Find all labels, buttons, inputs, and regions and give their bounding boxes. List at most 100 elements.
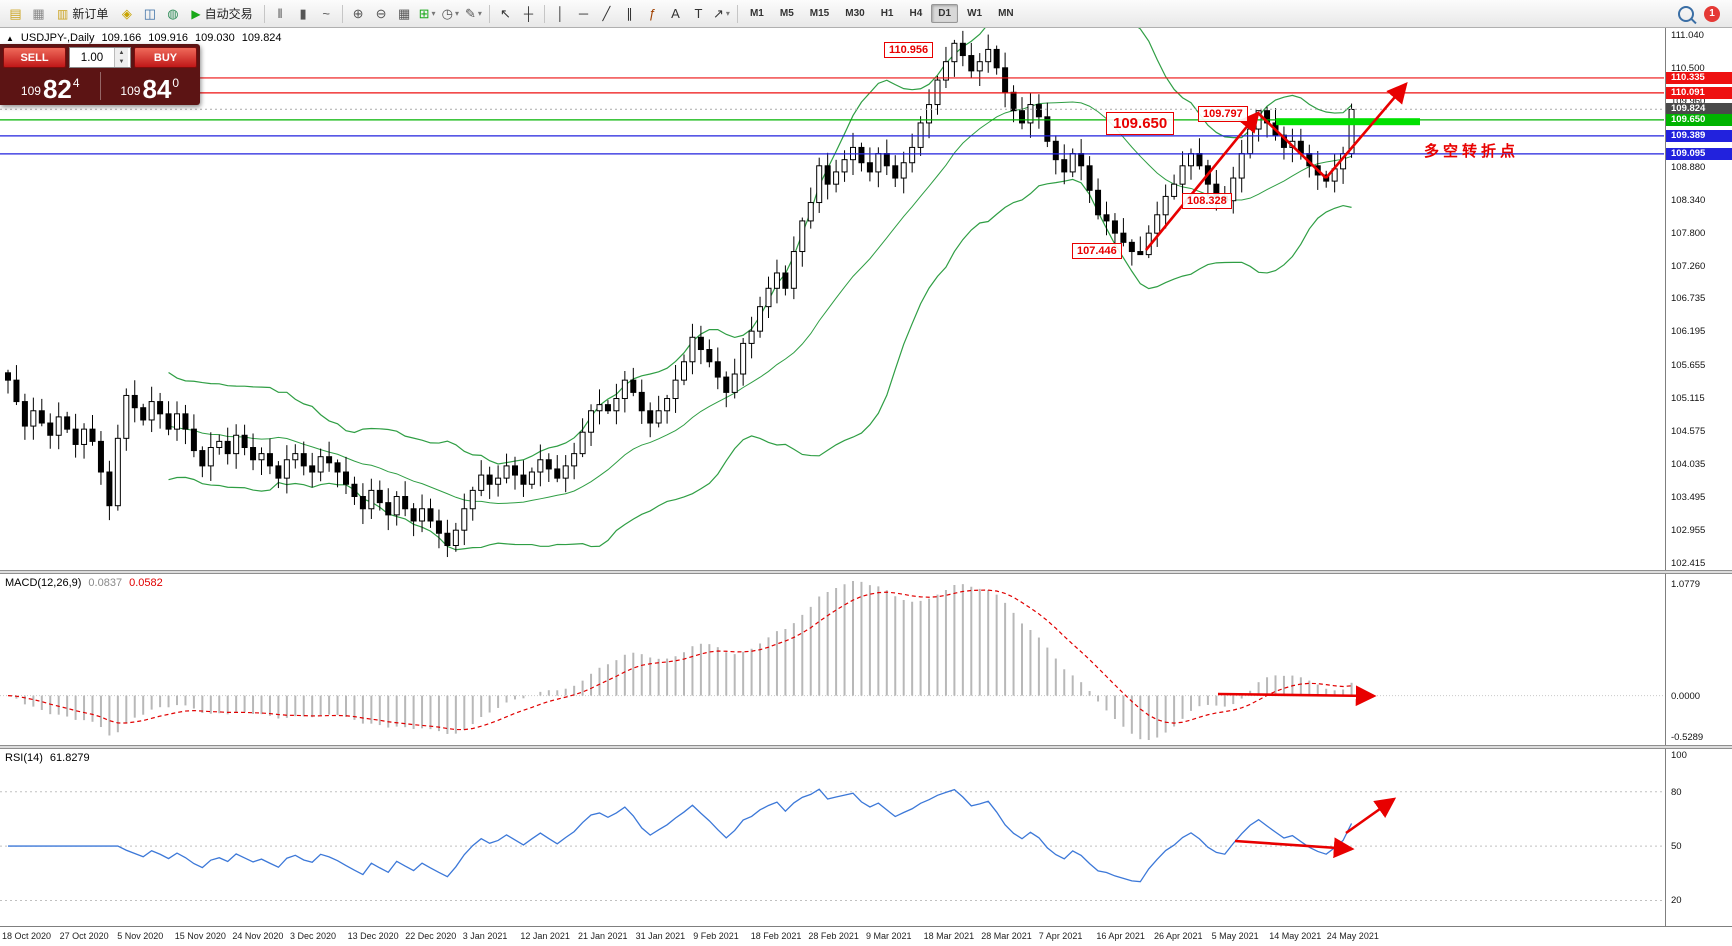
price-annotation-box[interactable]: 109.650 — [1106, 112, 1175, 135]
candle-chart-type-icon[interactable]: ▮ — [299, 5, 307, 21]
horizontal-lines — [0, 77, 1664, 155]
horizontal-line-icon[interactable]: ─ — [578, 6, 589, 21]
channel-icon[interactable]: ∥ — [626, 5, 633, 21]
time-label: 28 Mar 2021 — [981, 931, 1032, 941]
axis-label: 110.500 — [1671, 62, 1705, 74]
axis-label: 106.195 — [1671, 326, 1706, 338]
time-label: 28 Feb 2021 — [808, 931, 859, 941]
axis-label: 107.800 — [1671, 228, 1706, 240]
rsi-value: 61.8279 — [49, 752, 90, 764]
indicators-icon[interactable]: ⊞ ▾ — [418, 5, 436, 21]
price-annotation-box[interactable]: 107.446 — [1072, 243, 1122, 259]
cursor-icon[interactable]: ↖ — [500, 5, 511, 21]
price-annotation-box[interactable]: 110.956 — [884, 42, 934, 58]
trendline-icon[interactable]: ╱ — [602, 5, 611, 21]
ohlc-close: 109.824 — [241, 32, 282, 44]
ohlc-open: 109.166 — [101, 32, 142, 44]
auto-trading-button[interactable]: ▶ 自动交易 — [191, 6, 253, 22]
one-click-trading-panel: SELL ▲ ▼ BUY 109 82 4 109 84 0 — [0, 44, 200, 105]
rsi-label: RSI(14) 61.8279 — [5, 752, 90, 764]
axis-label: 80 — [1671, 786, 1682, 798]
time-label: 31 Jan 2021 — [635, 931, 686, 941]
timeframe-W1[interactable]: W1 — [967, 8, 983, 19]
price-annotation-box[interactable]: 108.328 — [1182, 193, 1232, 209]
zoom-in-icon[interactable]: ⊕ — [352, 5, 364, 21]
time-axis[interactable]: 18 Oct 2020 27 Oct 2020 5 Nov 2020 15 Nov 2… — [0, 926, 1732, 946]
axis-label: 111.040 — [1671, 29, 1704, 41]
text-icon[interactable]: A — [671, 6, 680, 21]
buy-button[interactable]: BUY — [134, 47, 197, 68]
templates-icon[interactable]: ✎ ▾ — [465, 5, 482, 21]
timeframe-H4[interactable]: H4 — [909, 8, 923, 19]
toolbar-separator — [341, 4, 343, 23]
search-icon[interactable] — [1678, 5, 1694, 22]
notification-badge[interactable]: 1 — [1704, 5, 1720, 22]
fibonacci-icon[interactable]: ƒ — [648, 6, 657, 21]
macd-signal-line — [7, 589, 1352, 731]
text-label-icon[interactable]: T — [694, 6, 703, 21]
buy-price[interactable]: 109 84 0 — [103, 70, 198, 102]
panel-separator[interactable] — [0, 570, 1732, 574]
sell-button[interactable]: SELL — [3, 47, 66, 68]
trend-arrow — [1144, 110, 1260, 251]
timeframe-M5[interactable]: M5 — [779, 8, 794, 19]
axis-label: 105.115 — [1671, 392, 1705, 404]
periods-icon[interactable]: ◷ ▾ — [441, 5, 459, 21]
timeframe-M30[interactable]: M30 — [845, 8, 865, 19]
timeframe-M15[interactable]: M15 — [809, 8, 830, 19]
green-zone-highlight — [1276, 118, 1420, 126]
trend-arrow — [1234, 837, 1355, 859]
tile-windows-icon[interactable]: ▦ — [397, 5, 411, 21]
time-label: 24 Nov 2020 — [232, 931, 284, 941]
toolbar-separator — [543, 4, 545, 23]
panel-separator[interactable] — [0, 745, 1732, 749]
time-label: 7 Apr 2021 — [1038, 931, 1083, 941]
macd-value-main: 0.0837 — [88, 577, 123, 589]
trend-arrow — [1345, 797, 1397, 835]
axis-label: -0.5289 — [1671, 732, 1704, 743]
macd-value-signal: 0.0582 — [129, 577, 163, 589]
axis-label: 109.960 — [1671, 95, 1706, 107]
macd-histogram — [15, 581, 1353, 740]
new-order-button[interactable]: ▥ 新订单 — [57, 6, 109, 22]
time-label: 21 Jan 2021 — [578, 931, 628, 941]
lot-spinner: ▲ ▼ — [114, 48, 128, 67]
timeframe-M1[interactable]: M1 — [749, 8, 764, 19]
vertical-line-icon[interactable]: │ — [556, 6, 565, 21]
lot-increase-button[interactable]: ▲ — [115, 48, 128, 58]
timeframe-H1[interactable]: H1 — [880, 8, 894, 19]
price-tag: 110.091 — [1666, 86, 1732, 99]
symbols-icon[interactable]: ◈ — [121, 5, 132, 21]
trend-arrow — [1325, 82, 1408, 179]
macd-name: MACD(12,26,9) — [5, 577, 82, 589]
price-annotation-box[interactable]: 109.797 — [1198, 106, 1248, 122]
symbol-period-label: USDJPY-,Daily — [20, 32, 95, 44]
axis-label: 20 — [1671, 895, 1682, 907]
bar-chart-type-icon[interactable]: ‖ — [277, 6, 283, 21]
price-axis[interactable]: 111.040110.500109.960109.420108.880108.3… — [1665, 28, 1732, 926]
sell-price[interactable]: 109 82 4 — [3, 70, 98, 102]
depth-of-market-icon[interactable]: ◫ — [143, 5, 156, 21]
price-divider — [99, 72, 101, 100]
zoom-out-icon[interactable]: ⊖ — [375, 5, 387, 21]
chart-window-icon[interactable]: ▤ — [9, 5, 22, 21]
community-icon[interactable]: ◍ — [167, 5, 179, 21]
expand-triangle-icon[interactable]: ▲ — [6, 33, 14, 43]
trend-note-text[interactable]: 多空转折点 — [1424, 143, 1520, 160]
lot-decrease-button[interactable]: ▼ — [115, 57, 128, 67]
time-label: 12 Jan 2021 — [520, 931, 570, 941]
time-label: 9 Feb 2021 — [693, 931, 739, 941]
macd-label: MACD(12,26,9) 0.0837 0.0582 — [5, 577, 163, 589]
price-tag: 110.335 — [1666, 71, 1732, 84]
arrows-icon[interactable]: ↗ ▾ — [713, 5, 730, 21]
buy-price-big: 84 — [142, 74, 172, 105]
profiles-icon[interactable]: ▦ — [32, 5, 45, 21]
timeframe-MN[interactable]: MN — [998, 8, 1014, 19]
toolbar: ▤ ▦ ▥ 新订单 ◈ ◫ ◍ ▶ 自动交易 ‖ ▮ ~ ⊕ ⊖ ▦ ⊞ ▾ ◷ ▾ ✎ ▾ ↖ ┼ │ ─ ╱ ∥ ƒ A T ↗ ▾ M1 M… — [0, 0, 1732, 28]
time-label: 18 Feb 2021 — [750, 931, 802, 941]
crosshair-icon[interactable]: ┼ — [523, 6, 534, 21]
line-chart-type-icon[interactable]: ~ — [322, 6, 330, 21]
timeframe-D1[interactable]: D1 — [931, 4, 959, 23]
lot-size-input[interactable] — [70, 48, 114, 67]
